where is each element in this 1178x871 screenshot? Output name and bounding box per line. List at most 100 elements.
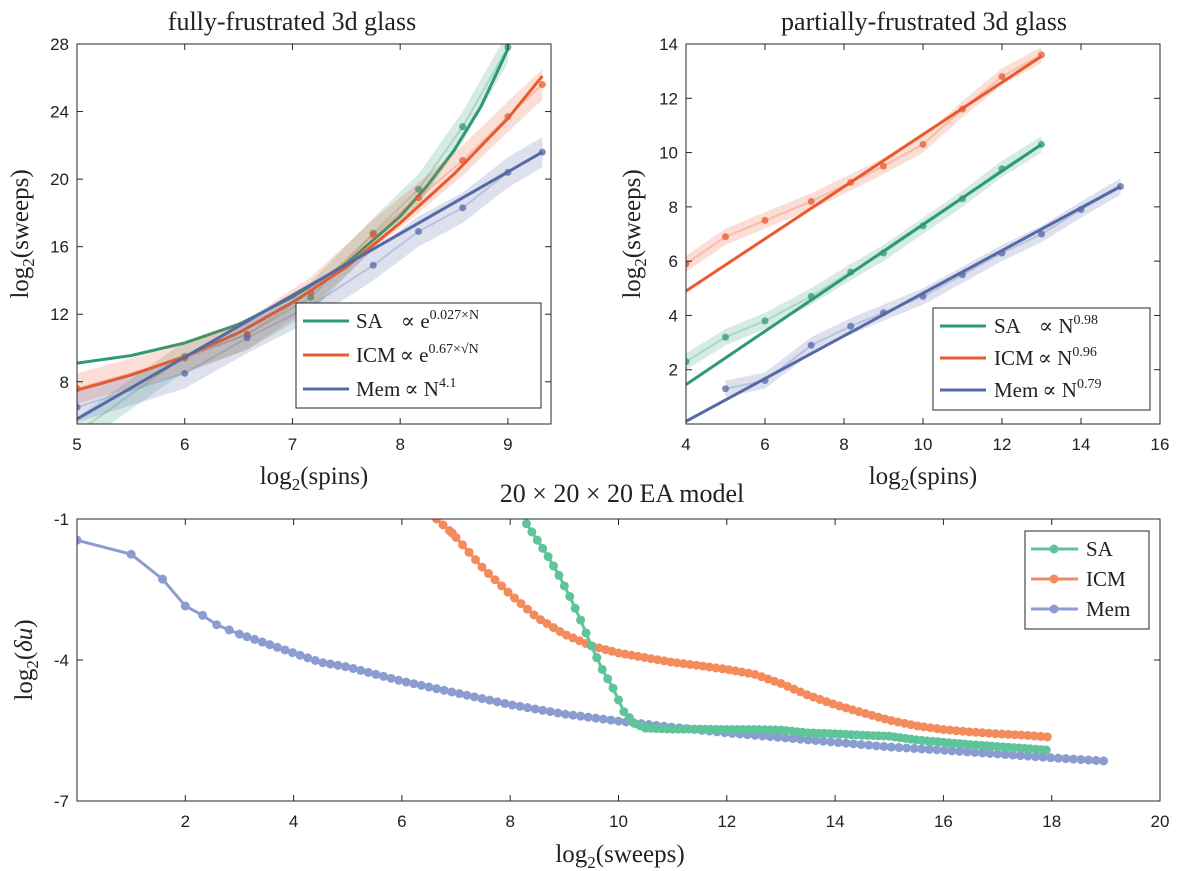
panel2-point-mem-10 xyxy=(1117,183,1124,190)
panel2-point-mem-8 xyxy=(1038,230,1045,238)
panel2-point-icm-9 xyxy=(1038,51,1045,59)
panel3-marker-mem-118 xyxy=(1076,755,1086,765)
panel3-marker-sa-10 xyxy=(576,615,586,625)
panel3-marker-mem-40 xyxy=(485,695,495,705)
panel1-point-mem-4 xyxy=(369,261,377,269)
panel2-series-group xyxy=(686,46,1124,423)
panel3-marker-mem-111 xyxy=(1023,751,1033,761)
panel1-ytick-label-4: 24 xyxy=(50,103,69,122)
panel3-marker-mem-18 xyxy=(318,658,328,668)
panel3-marker-icm-87 xyxy=(990,729,1000,739)
panel3-marker-mem-9 xyxy=(250,634,260,644)
panel3-marker-mem-13 xyxy=(280,645,290,655)
panel1-ytick-label-5: 28 xyxy=(50,35,69,54)
panel3-marker-icm-81 xyxy=(951,726,961,736)
panel2-point-icm-4 xyxy=(847,178,855,186)
panel3-marker-mem-78 xyxy=(773,732,783,742)
panel3-marker-mem-86 xyxy=(833,738,843,748)
panel2-point-icm-8 xyxy=(998,73,1006,81)
panel2-ytick-label-3: 8 xyxy=(669,198,678,217)
panel2-xlabel: log2(spins) xyxy=(869,463,978,494)
panel3-frame xyxy=(76,518,1161,802)
panel3-marker-icm-80 xyxy=(945,725,955,735)
panel1-ylabel: log2(sweeps) xyxy=(7,169,38,298)
panel3-marker-mem-44 xyxy=(515,701,525,711)
panel1-point-mem-8 xyxy=(538,148,546,156)
panel-fully-frustrated: fully-frustrated 3d glass 5 6 7 8 9 8 12 16 20 24… xyxy=(7,7,552,494)
panel3-marker-mem-103 xyxy=(962,747,972,757)
panel3-marker-mem-39 xyxy=(477,694,487,704)
panel3-marker-sa-0 xyxy=(521,519,531,529)
panel3-marker-mem-104 xyxy=(970,747,980,757)
panel1-point-icm-7 xyxy=(504,113,512,121)
panel2-point-sa-3 xyxy=(807,292,815,300)
legend3-label-mem: Mem xyxy=(1086,597,1130,621)
panel2-point-sa-1 xyxy=(722,333,729,341)
panel3-marker-mem-90 xyxy=(864,740,874,750)
panel2-point-sa-5 xyxy=(880,249,887,257)
panel3-marker-mem-88 xyxy=(849,739,859,749)
panel3-marker-mem-25 xyxy=(371,669,381,679)
panel3-marker-icm-13 xyxy=(510,593,520,603)
panel2-band-mem xyxy=(725,178,1121,397)
panel3-marker-sa-7 xyxy=(559,581,569,591)
panel3-marker-icm-4 xyxy=(451,532,461,542)
panel3-marker-mem-100 xyxy=(939,745,949,755)
panel3-marker-mem-95 xyxy=(902,743,912,753)
panel3-xtick-label-7: 16 xyxy=(934,812,953,831)
panel1-point-sa-5 xyxy=(414,185,422,193)
panel3-marker-icm-8 xyxy=(477,562,487,572)
panel2-point-sa-2 xyxy=(761,317,769,325)
panel3-marker-sa-5 xyxy=(549,561,559,571)
panel3-marker-icm-18 xyxy=(542,619,552,629)
panel2-point-mem-4 xyxy=(880,309,887,317)
panel1-fit-icm xyxy=(77,75,544,392)
panel3-marker-mem-91 xyxy=(871,741,881,751)
panel2-point-sa-4 xyxy=(847,268,855,276)
legend3-marker-sa xyxy=(1049,544,1059,554)
panel1-point-mem-7 xyxy=(504,168,512,176)
panel2-point-sa-6 xyxy=(919,222,927,230)
panel2-xtick-label-6: 16 xyxy=(1151,435,1170,454)
panel3-marker-icm-85 xyxy=(977,728,987,738)
panel3-marker-mem-109 xyxy=(1008,750,1018,760)
panel3-marker-mem-28 xyxy=(394,675,404,685)
panel2-xtick-label-5: 14 xyxy=(1072,435,1091,454)
panel3-marker-mem-114 xyxy=(1046,753,1056,763)
panel2-frame xyxy=(685,43,1161,425)
panel3-marker-mem-120 xyxy=(1091,755,1101,765)
panel3-marker-mem-85 xyxy=(826,737,836,747)
panel2-title: partially-frustrated 3d glass xyxy=(781,7,1067,36)
panel3-marker-mem-21 xyxy=(341,662,351,672)
panel3-xtick-label-2: 6 xyxy=(397,812,406,831)
panel3-marker-mem-115 xyxy=(1053,753,1063,763)
panel1-band-icm xyxy=(77,69,543,404)
panel3-marker-mem-23 xyxy=(356,665,366,675)
panel2-legend: SA ∝ N0.98 ICM ∝ N0.96 Mem ∝ N0.79 xyxy=(932,307,1151,411)
panel1-point-icm-6 xyxy=(459,157,467,165)
legend2-label-icm: ICM ∝ N0.96 xyxy=(994,345,1097,370)
panel3-marker-mem-30 xyxy=(409,679,419,689)
panel3-marker-mem-47 xyxy=(538,705,548,715)
panel2-band-icm xyxy=(686,46,1042,272)
panel3-marker-mem-16 xyxy=(303,653,313,663)
panel2-point-mem-0 xyxy=(722,385,729,393)
panel3-marker-mem-7 xyxy=(234,629,244,639)
panel3-xtick-label-1: 4 xyxy=(289,812,298,831)
panel3-marker-mem-49 xyxy=(553,708,563,718)
panel3-marker-icm-79 xyxy=(938,725,948,735)
panel3-marker-sa-12 xyxy=(586,641,596,651)
panel2-point-mem-9 xyxy=(1077,206,1085,214)
panel2-point-sa-0 xyxy=(686,358,690,366)
panel3-marker-icm-3 xyxy=(445,526,455,536)
legend2-label-mem: Mem ∝ N0.79 xyxy=(994,377,1101,402)
panel2-xtick-label-2: 8 xyxy=(839,435,848,454)
panel2-plot-area: 4 6 8 10 12 14 16 2 4 6 8 10 12 14 xyxy=(659,35,1169,454)
panel3-marker-sa-96 xyxy=(1041,745,1051,755)
panel3-marker-mem-108 xyxy=(1000,750,1010,760)
panel3-plot-area: 2 4 6 8 10 12 14 16 18 20 -1 -4 -7 xyxy=(54,510,1170,831)
panel3-marker-mem-99 xyxy=(932,745,942,755)
panel2-point-mem-2 xyxy=(807,341,815,349)
panel3-marker-mem-27 xyxy=(386,673,396,683)
panel3-marker-icm-2 xyxy=(438,520,448,530)
